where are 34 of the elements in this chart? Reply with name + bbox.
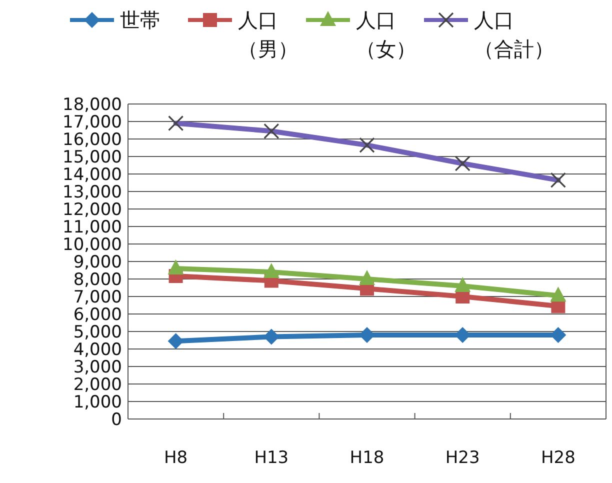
legend-label: 人口（男） [238,8,298,61]
point [550,286,566,302]
y-tick-label: 10,000 [62,235,122,255]
y-tick-label: 2,000 [73,375,122,395]
y-tick-label: 14,000 [62,165,122,185]
y-tick-label: 8,000 [73,270,122,290]
y-tick-label: 7,000 [73,288,122,308]
x-tick-label: H28 [540,448,576,468]
x-tick-label: H8 [164,448,188,468]
y-tick-label: 5,000 [73,322,122,342]
point [454,277,471,292]
point [168,333,184,350]
x-tick-label: H13 [254,448,289,468]
point [359,270,375,285]
x-tick-label: H18 [350,448,384,468]
x-tick-label: H23 [445,448,480,468]
y-tick-label: 12,000 [62,200,122,220]
y-tick-label: 13,000 [62,182,122,202]
point [263,263,280,278]
y-tick-label: 15,000 [62,148,122,168]
y-tick-label: 4,000 [73,340,122,360]
y-tick-label: 17,000 [62,112,122,132]
y-tick-label: 3,000 [73,358,122,378]
legend-label: 世帯 [120,8,160,32]
y-tick-label: 9,000 [73,252,122,272]
y-tick-label: 18,000 [62,95,122,115]
y-tick-label: 11,000 [62,218,122,238]
y-tick-label: 1,000 [73,392,122,412]
point [168,260,184,274]
legend-label: 人口（合計） [474,8,554,61]
y-tick-label: 6,000 [73,305,122,325]
legend-label: 人口（女） [356,8,416,61]
y-tick-label: 0 [111,410,122,430]
y-tick-label: 16,000 [62,130,122,150]
